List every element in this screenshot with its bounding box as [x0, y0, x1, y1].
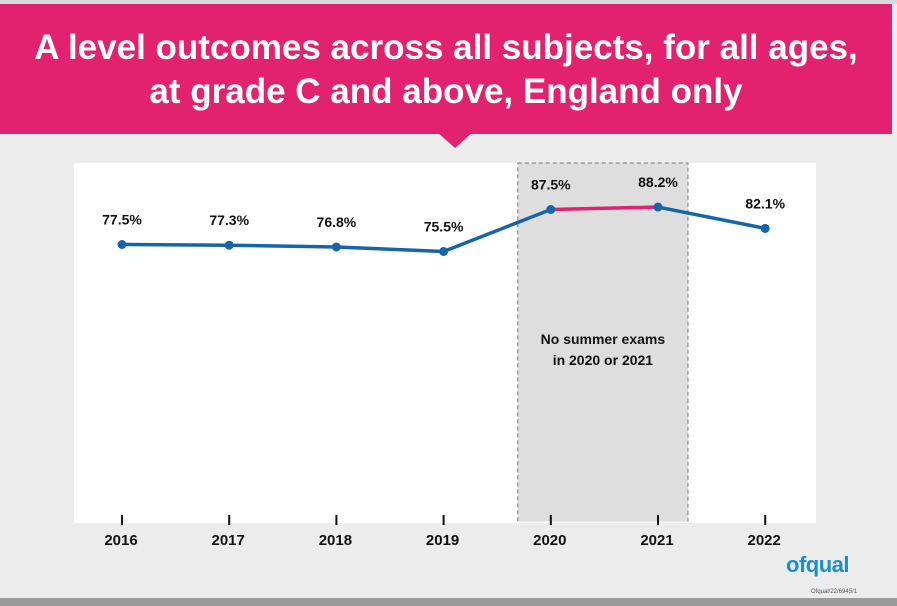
- data-label: 76.8%: [317, 214, 357, 230]
- data-label: 77.5%: [102, 212, 142, 228]
- x-tick-label: 2018: [319, 532, 352, 549]
- data-label: 75.5%: [424, 219, 464, 235]
- chart-panel: [74, 163, 816, 523]
- title-line-2: at grade C and above, England only: [149, 72, 743, 111]
- shaded-region: [517, 162, 689, 523]
- title-pointer: [437, 132, 473, 148]
- series-line-segment: [549, 205, 660, 212]
- data-point: [760, 223, 770, 233]
- series-line-segment: [334, 245, 446, 254]
- top-border: [0, 0, 897, 4]
- data-point: [439, 247, 449, 256]
- series-line-segment: [656, 205, 767, 231]
- title-banner: [0, 4, 892, 134]
- data-point: [546, 205, 556, 214]
- data-point: [117, 240, 127, 249]
- data-label: 77.3%: [209, 212, 249, 228]
- data-label: 82.1%: [745, 195, 785, 211]
- x-tick-label: 2021: [640, 532, 673, 549]
- title-line-1: A level outcomes across all subjects, fo…: [34, 28, 858, 67]
- ofqual-logo: ofqual: [786, 552, 850, 577]
- series-line-segment: [441, 207, 553, 254]
- x-tick-label: 2016: [104, 532, 137, 549]
- x-tick-label: 2020: [533, 532, 566, 549]
- x-tick-label: 2022: [748, 532, 781, 549]
- data-point: [224, 240, 234, 250]
- data-point: [653, 202, 663, 212]
- data-point: [331, 242, 341, 252]
- page-title: A level outcomes across all subjects, fo…: [0, 26, 892, 114]
- shaded-region-note: No summer exams: [541, 331, 666, 347]
- series-line-segment: [227, 243, 339, 249]
- data-label: 88.2%: [638, 174, 678, 190]
- x-tick-label: 2017: [212, 532, 245, 549]
- data-label: 87.5%: [531, 177, 571, 193]
- x-tick-label: 2019: [426, 532, 459, 549]
- shaded-region-note: in 2020 or 2021: [553, 352, 654, 368]
- footer-bar: [0, 598, 897, 606]
- series-line-segment: [120, 242, 231, 247]
- reference-number: Ofqual/22/6945/1: [811, 589, 858, 595]
